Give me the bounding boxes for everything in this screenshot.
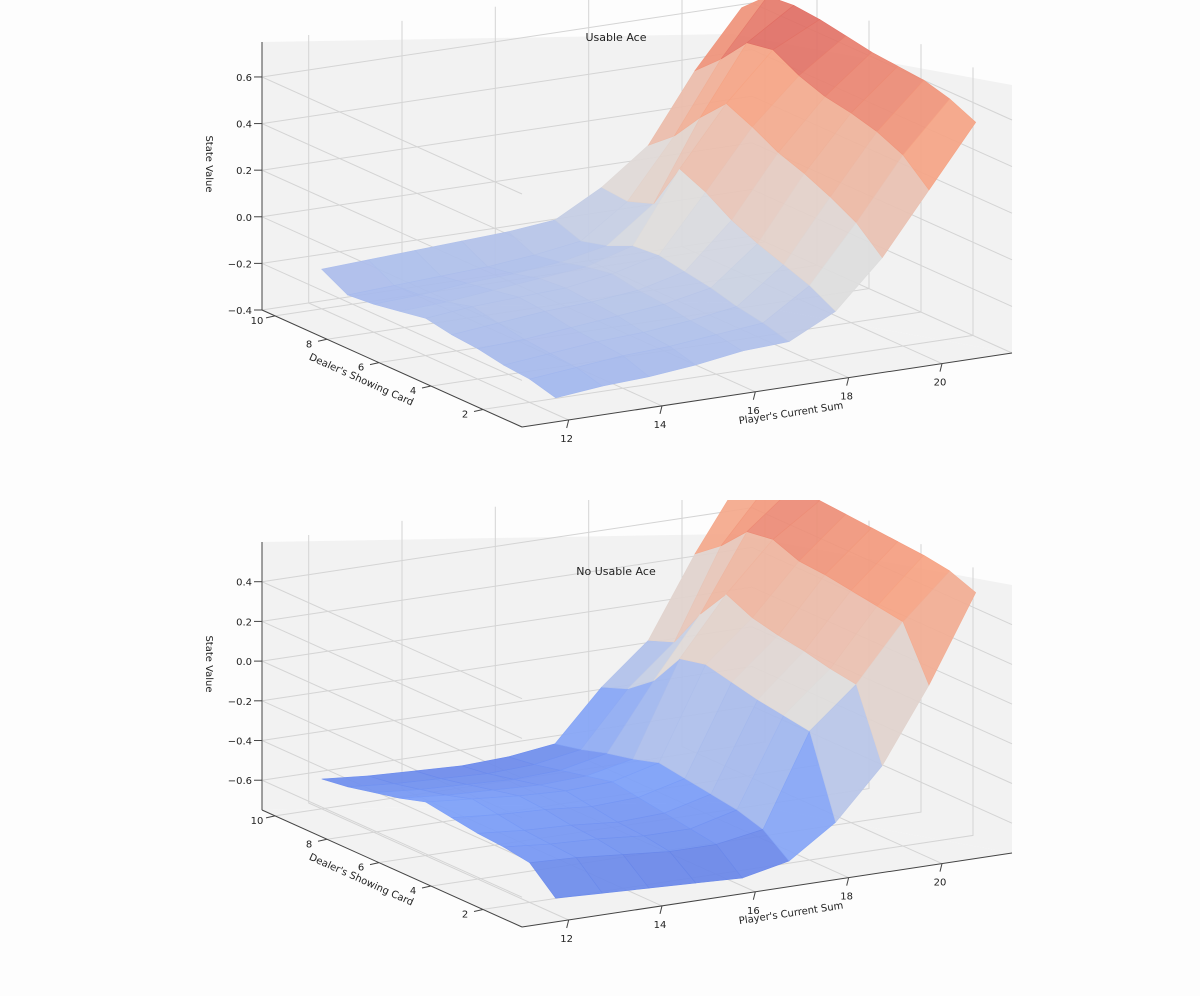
no-usable-ace-surface-plot: 12 14 16 18 20 2 4 6 8 10 −0.6 −0.4 −0.2 0.0 0.2 0.4 Pla… [203, 500, 1013, 945]
x-tick [939, 363, 943, 372]
surface-facet [902, 570, 977, 686]
x-gridline [308, 535, 569, 921]
z-axis-label: State Value [203, 135, 214, 192]
x-tick [846, 377, 850, 386]
z-axis-label: State Value [203, 635, 214, 692]
x-tick [752, 391, 756, 400]
chart-title: Usable Ace [586, 31, 647, 44]
z-tick-label: 0.6 [236, 73, 252, 84]
z-tick-label: 0.2 [236, 617, 252, 628]
y-tick-label: 6 [358, 363, 364, 374]
y-axis-line [261, 309, 523, 428]
y-tick [421, 885, 432, 889]
z-tick-label: 0.0 [236, 213, 252, 224]
x-axis-label: Player's Current Sum [738, 901, 844, 928]
z-tick-label: −0.4 [228, 737, 252, 748]
x-tick-label: 18 [840, 392, 853, 403]
x-tick [566, 419, 570, 429]
z-tick-label: 0.0 [236, 657, 252, 668]
y-axis-line [261, 809, 523, 928]
y-tick-label: 4 [410, 386, 416, 397]
x-tick [846, 877, 850, 886]
y-tick [265, 815, 276, 819]
y-tick [369, 862, 380, 866]
x-tick-label: 16 [747, 906, 760, 917]
y-tick-label: 2 [462, 909, 468, 920]
y-tick-label: 10 [251, 316, 264, 327]
z-tick-label: 0.2 [236, 166, 252, 177]
z-tick-label: −0.2 [228, 259, 252, 270]
x-tick-label: 18 [840, 892, 853, 903]
x-tick-label: 12 [560, 434, 573, 445]
z-tick-label: −0.4 [228, 306, 252, 317]
x-tick [939, 863, 943, 872]
x-tick-label: 16 [747, 406, 760, 417]
x-axis-line [521, 852, 1013, 928]
y-tick [473, 908, 484, 912]
y-tick-label: 6 [358, 863, 364, 874]
y-tick [473, 408, 484, 412]
chart-title: No Usable Ace [576, 565, 656, 578]
x-axis-label: Player's Current Sum [738, 401, 844, 428]
x-tick [566, 919, 570, 929]
x-tick-label: 12 [560, 934, 573, 945]
y-tick [317, 338, 328, 342]
y-tick-label: 8 [306, 839, 312, 850]
z-tick-label: 0.4 [236, 578, 252, 589]
z-tick-label: −0.6 [228, 776, 252, 787]
y-tick [317, 838, 328, 842]
y-tick-label: 2 [462, 409, 468, 420]
z-tick-label: −0.2 [228, 697, 252, 708]
x-axis-line [521, 352, 1013, 428]
x-tick-label: 14 [654, 920, 667, 931]
y-tick [265, 315, 276, 319]
y-tick [369, 362, 380, 366]
y-tick [421, 385, 432, 389]
x-tick [752, 891, 756, 900]
z-tick-label: 0.4 [236, 120, 252, 131]
x-tick [659, 905, 663, 914]
y-tick-label: 10 [251, 816, 264, 827]
usable-ace-surface-plot: 12 14 16 18 20 2 4 6 8 10−0.4 −0.2 0.0 0.2 0.4 0.6 Play… [203, 0, 1013, 445]
surface-facet [902, 98, 977, 191]
x-tick [659, 405, 663, 414]
x-tick-label: 20 [934, 378, 947, 389]
y-tick-label: 4 [410, 886, 416, 897]
x-tick-label: 14 [654, 420, 667, 431]
x-tick-label: 20 [934, 878, 947, 889]
y-tick-label: 8 [306, 339, 312, 350]
